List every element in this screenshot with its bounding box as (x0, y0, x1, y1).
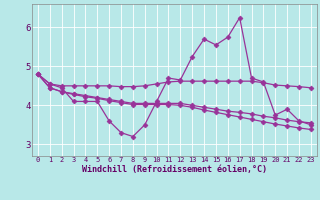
X-axis label: Windchill (Refroidissement éolien,°C): Windchill (Refroidissement éolien,°C) (82, 165, 267, 174)
